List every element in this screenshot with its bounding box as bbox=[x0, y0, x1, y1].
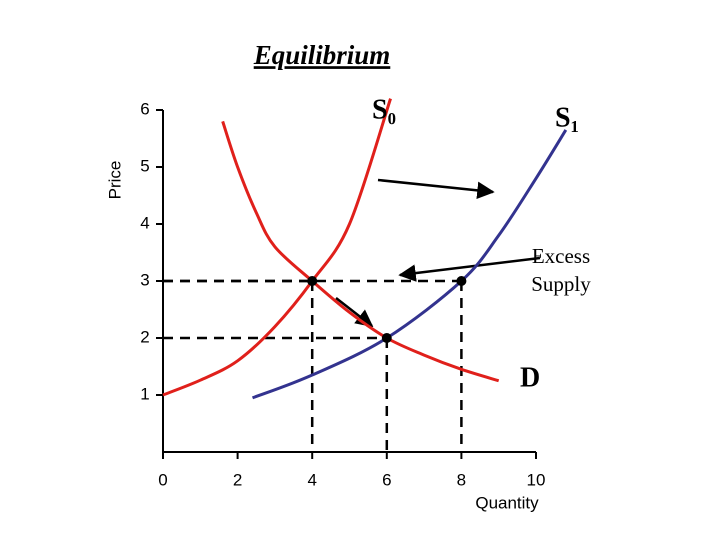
x-tick-label: 10 bbox=[527, 470, 546, 489]
annotation: Supply bbox=[531, 272, 591, 296]
x-tick-label: 4 bbox=[307, 470, 316, 489]
x-axis-label: Quantity bbox=[475, 493, 539, 512]
movement-arrow bbox=[335, 297, 374, 328]
y-tick-label: 4 bbox=[140, 213, 149, 232]
curve bbox=[251, 129, 568, 400]
y-tick-label: 6 bbox=[140, 99, 149, 118]
curve-label: S₀ bbox=[372, 94, 396, 125]
equilibrium-point bbox=[456, 276, 467, 286]
x-tick-label: 2 bbox=[233, 470, 242, 489]
annotation: Excess bbox=[532, 244, 590, 268]
annotation-arrow bbox=[398, 256, 541, 282]
x-tick-label: 6 bbox=[382, 470, 391, 489]
curve-label: D bbox=[520, 362, 540, 393]
x-tick-label: 0 bbox=[158, 470, 167, 489]
curve-label: S₁ bbox=[555, 102, 579, 133]
equilibrium-point bbox=[381, 333, 392, 343]
curve bbox=[162, 98, 392, 397]
chart-title: Equilibrium bbox=[253, 40, 391, 70]
y-tick-label: 5 bbox=[140, 156, 149, 175]
x-tick-label: 8 bbox=[457, 470, 466, 489]
equilibrium-point bbox=[307, 276, 318, 286]
curve bbox=[221, 120, 500, 383]
y-tick-label: 2 bbox=[140, 327, 149, 346]
y-axis-label: Price bbox=[105, 161, 124, 200]
shift-arrow bbox=[377, 178, 495, 200]
y-tick-label: 1 bbox=[140, 384, 149, 403]
y-tick-label: 3 bbox=[140, 270, 149, 289]
